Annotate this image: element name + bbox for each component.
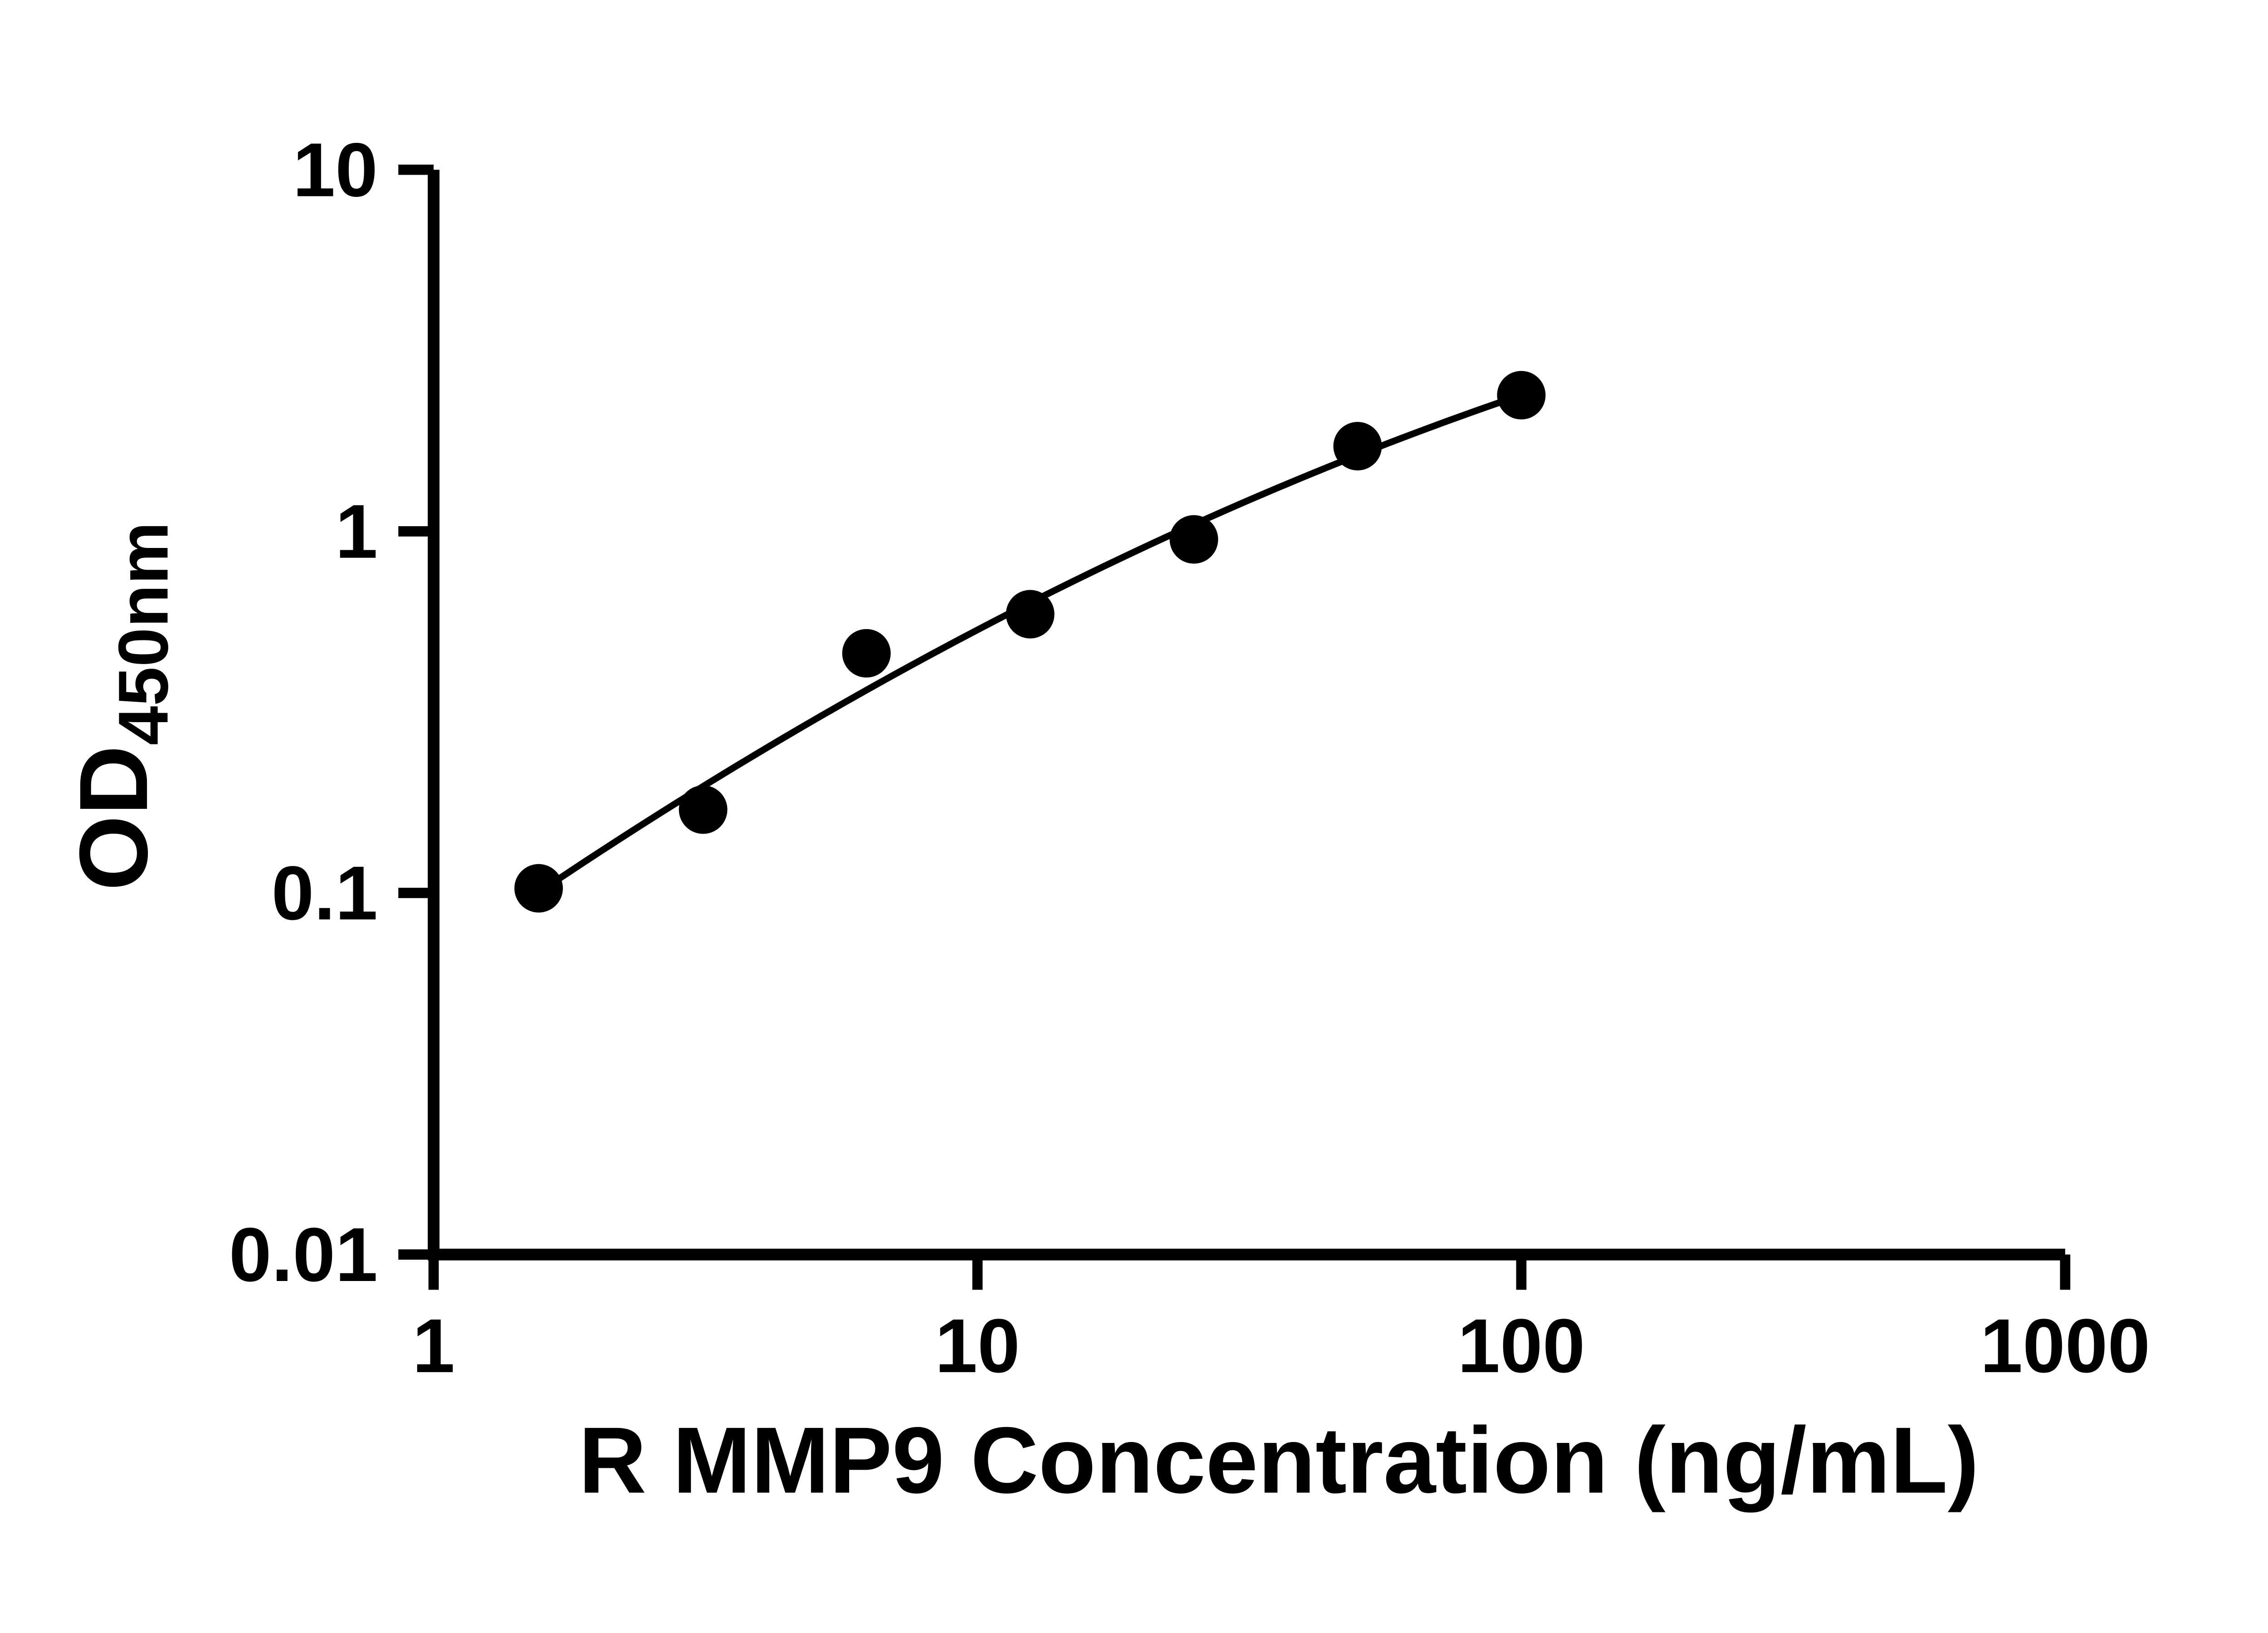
y-tick-label: 0.01 xyxy=(229,1212,378,1297)
data-point xyxy=(679,785,728,834)
y-tick-label: 10 xyxy=(293,127,377,213)
x-tick-label: 1000 xyxy=(1980,1303,2150,1389)
x-axis-title: R MMP9 Concentration (ng/mL) xyxy=(578,1408,1979,1513)
data-point xyxy=(842,629,891,678)
data-point xyxy=(1006,590,1055,639)
x-tick-label: 100 xyxy=(1457,1303,1585,1389)
y-axis-title: OD450nm xyxy=(59,522,182,891)
data-point xyxy=(514,864,563,913)
axes xyxy=(427,170,2065,1261)
x-tick-label: 1 xyxy=(412,1303,455,1389)
y-tick-label: 0.1 xyxy=(272,850,378,936)
data-point xyxy=(1333,422,1382,471)
y-tick-label: 1 xyxy=(335,489,378,574)
data-point xyxy=(1169,515,1218,564)
data-point xyxy=(1497,371,1546,420)
x-tick-label: 10 xyxy=(935,1303,1020,1389)
